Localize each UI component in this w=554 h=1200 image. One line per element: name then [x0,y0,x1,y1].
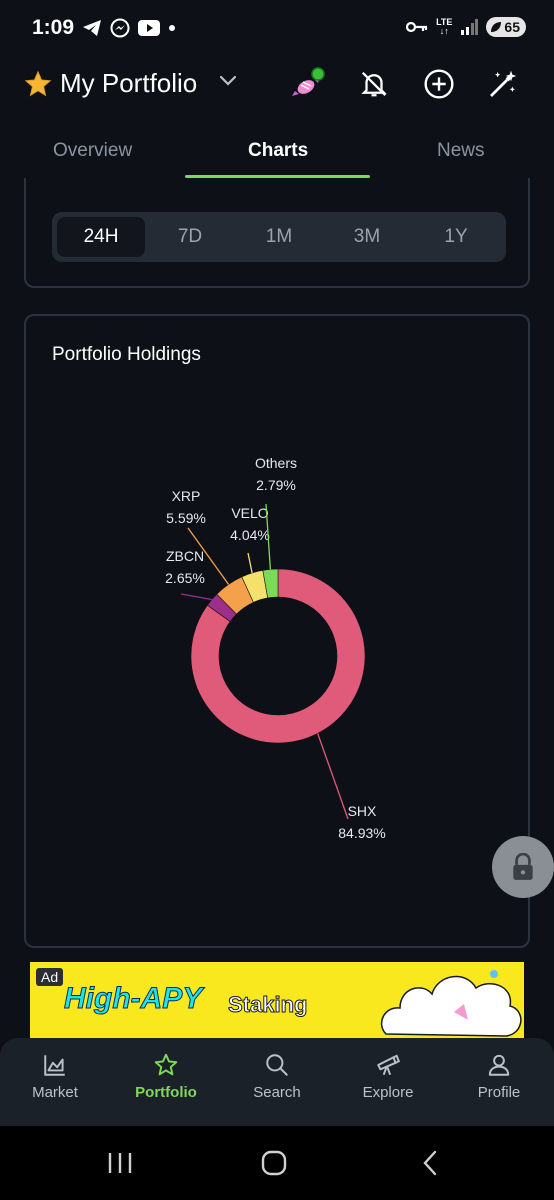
leader-line-xrp [187,527,230,585]
search-icon [266,1054,288,1076]
tab-news[interactable]: News [437,140,485,161]
slice-percent-label: 2.65% [165,570,205,586]
person-icon [488,1054,510,1076]
leader-line-zbcn [180,593,212,601]
slice-name-label: SHX [348,803,377,819]
bottom-navigation: Market Portfolio Search Explore Profile [0,1038,554,1126]
slice-name-label: ZBCN [166,548,204,564]
slice-percent-label: 84.93% [338,825,385,841]
slice-percent-label: 4.04% [230,527,270,543]
home-icon[interactable] [254,1148,294,1178]
network-type: LTE ↓↑ [436,17,453,36]
bell-off-icon[interactable] [356,66,392,102]
nav-label: Portfolio [135,1084,197,1101]
signal-icon [461,19,479,35]
nav-search[interactable]: Search [232,1052,322,1101]
range-3m-button[interactable]: 3M [353,226,381,247]
messenger-icon [110,18,130,38]
slice-shx[interactable] [190,568,366,744]
recent-apps-icon[interactable] [100,1148,140,1178]
notification-icons [82,18,176,38]
nav-label: Explore [362,1084,414,1101]
lock-button[interactable] [492,836,554,898]
app-header: My Portfolio [0,58,554,110]
slice-percent-label: 5.59% [166,510,206,526]
range-24h-button[interactable]: 24H [57,217,145,257]
portfolio-holdings-card: Portfolio Holdings SHX 84.93% ZBCN 2.65% XRP… [24,314,530,948]
status-time: 1:09 [32,16,75,39]
status-bar: 1:09 LTE ↓↑ 65 [0,0,554,58]
ad-badge: Ad [36,968,64,986]
dot-icon [169,25,175,31]
tab-charts[interactable]: Charts [248,140,309,161]
slice-percent-label: 2.79% [256,477,296,493]
system-navigation-bar [0,1126,554,1200]
leader-line-shx [317,733,349,820]
portfolio-title[interactable]: My Portfolio [60,68,198,98]
star-outline-icon [154,1053,178,1076]
add-circle-icon[interactable] [421,66,457,102]
back-icon[interactable] [410,1148,450,1178]
youtube-icon [138,20,160,36]
nav-portfolio[interactable]: Portfolio [121,1052,211,1101]
battery-indicator: 65 [486,17,526,37]
tab-overview[interactable]: Overview [53,140,133,161]
star-icon[interactable] [24,70,52,98]
chart-area-icon [44,1055,65,1076]
lock-icon [513,853,533,880]
leader-line-velo [247,552,253,574]
slice-name-label: Others [255,455,297,471]
leaf-icon [491,22,502,32]
range-1y-button[interactable]: 1Y [444,226,468,247]
slice-name-label: XRP [172,488,201,504]
chevron-down-icon[interactable] [218,74,238,88]
tab-bar: Overview Charts News [0,128,554,178]
range-7d-button[interactable]: 7D [177,226,203,247]
nav-label: Profile [477,1084,521,1101]
magic-wand-icon[interactable] [485,66,521,102]
cloud-illustration [380,970,522,1037]
time-range-selector: 24H 7D 1M 3M 1Y [52,212,506,262]
holdings-title: Portfolio Holdings [52,344,201,365]
leader-line-others [265,503,272,570]
candy-promo-icon[interactable] [290,66,326,102]
nav-label: Search [253,1084,301,1101]
slice-others[interactable] [262,568,279,599]
telescope-icon [377,1054,401,1076]
telegram-icon [83,20,101,36]
slice-name-label: VELO [231,505,268,521]
vpn-key-icon [406,21,428,33]
system-status: LTE ↓↑ 65 [406,17,526,37]
nav-profile[interactable]: Profile [454,1052,544,1101]
nav-explore[interactable]: Explore [343,1052,433,1101]
ad-banner[interactable]: Ad High-APY Staking [30,962,524,1040]
nav-label: Market [32,1084,78,1101]
ad-title: High-APY [63,982,203,1016]
active-tab-indicator [185,175,370,178]
ad-subtitle: Staking [227,992,308,1018]
range-1m-button[interactable]: 1M [265,226,293,247]
tabs-background [0,110,554,178]
nav-market[interactable]: Market [10,1052,100,1101]
holdings-donut-chart: SHX 84.93% ZBCN 2.65% XRP 5.59% VELO 4.04% Other… [165,455,386,841]
